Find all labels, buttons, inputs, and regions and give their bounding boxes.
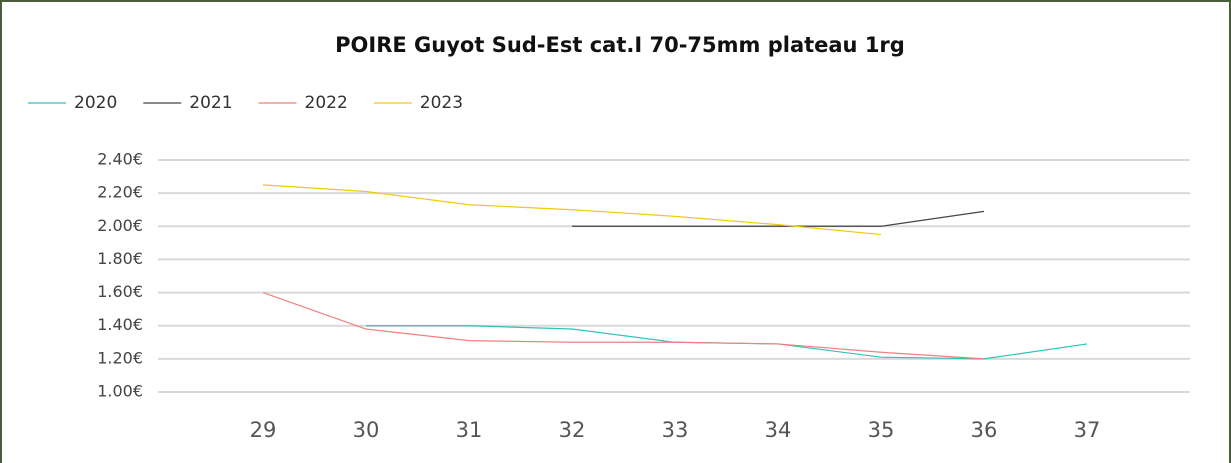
x-tick-label: 32 bbox=[559, 418, 586, 442]
series-line bbox=[572, 210, 985, 227]
y-tick-label: 2.20€ bbox=[97, 183, 143, 202]
x-tick-label: 36 bbox=[971, 418, 998, 442]
y-tick-label: 1.60€ bbox=[97, 282, 143, 301]
y-tick-label: 2.00€ bbox=[97, 216, 143, 235]
series-line bbox=[262, 184, 882, 236]
series-line bbox=[262, 292, 985, 360]
legend-label: 2022 bbox=[305, 93, 348, 113]
legend-label: 2023 bbox=[420, 93, 463, 113]
y-tick-label: 1.20€ bbox=[97, 348, 143, 367]
x-tick-label: 37 bbox=[1074, 418, 1101, 442]
y-tick-label: 2.40€ bbox=[97, 150, 143, 169]
legend-label: 2020 bbox=[74, 93, 117, 113]
legend-label: 2021 bbox=[189, 93, 232, 113]
x-tick-label: 29 bbox=[250, 418, 277, 442]
x-tick-label: 30 bbox=[353, 418, 380, 442]
x-tick-label: 34 bbox=[765, 418, 792, 442]
y-tick-label: 1.80€ bbox=[97, 249, 143, 268]
x-tick-label: 33 bbox=[662, 418, 689, 442]
y-tick-label: 1.00€ bbox=[97, 382, 143, 401]
x-tick-label: 35 bbox=[868, 418, 895, 442]
chart-title: POIRE Guyot Sud-Est cat.I 70-75mm platea… bbox=[335, 33, 905, 57]
y-tick-label: 1.40€ bbox=[97, 315, 143, 334]
x-tick-label: 31 bbox=[456, 418, 483, 442]
